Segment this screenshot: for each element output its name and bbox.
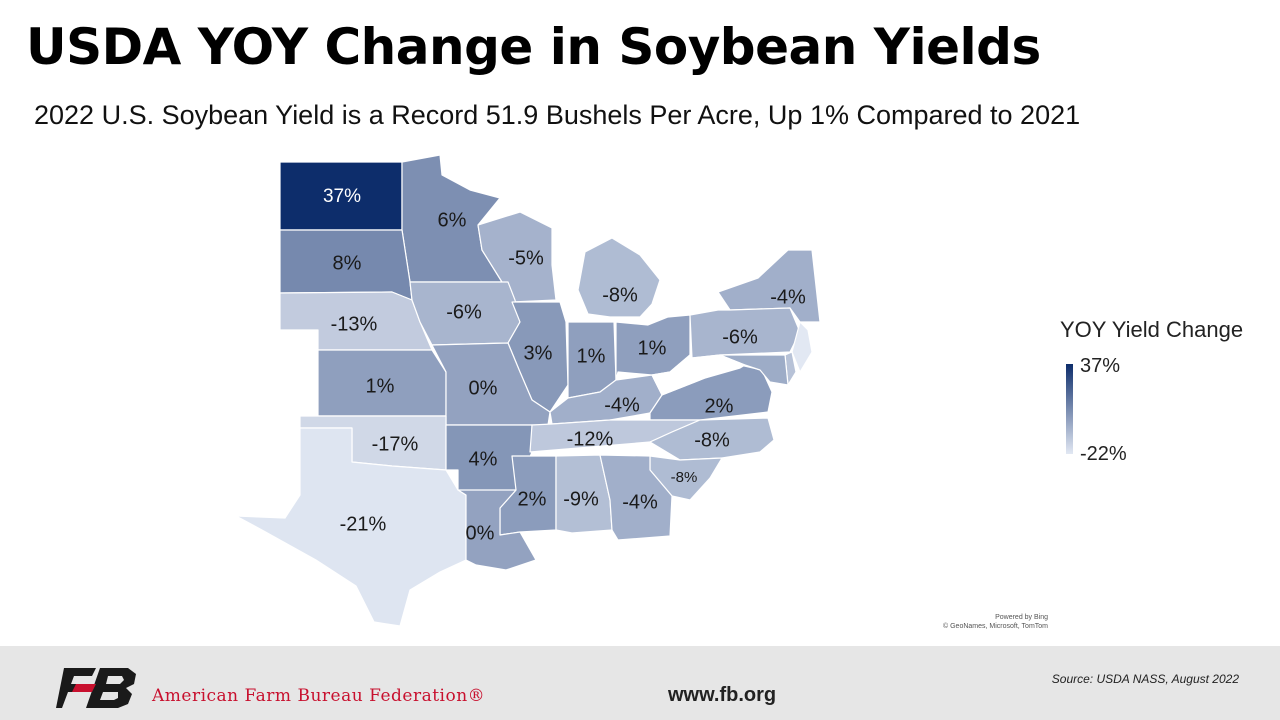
state-shape-texas [235,427,467,627]
state-label-nebraska: -13% [331,313,378,335]
organization-name: American Farm Bureau Federation® [152,686,486,706]
choropleth-map: 37% 6% 8% -5% -8% -4% -13% -6% 3% 1% 1% -6% 1% 0% -4% 2… [235,154,821,627]
state-shape-new-jersey [791,321,813,373]
attribution-line-1: Powered by Bing [995,614,1048,621]
state-label-pennsylvania: -6% [722,326,758,348]
state-shape-louisiana [457,489,537,571]
state-shape-west-virginia [651,354,746,396]
state-label-indiana: 1% [577,345,606,367]
state-label-oklahoma: -17% [372,433,419,455]
state-label-ohio: 1% [638,337,667,359]
legend-min-label: -22% [1080,443,1127,465]
map-attribution: Powered by Bing © GeoNames, Microsoft, T… [943,613,1048,631]
state-label-minnesota: 6% [438,209,467,231]
state-label-north-dakota: 37% [323,186,361,207]
state-label-louisiana: 0% [466,522,495,544]
state-label-arkansas: 4% [469,448,498,470]
fb-logo-icon [56,668,136,708]
page-subtitle: 2022 U.S. Soybean Yield is a Record 51.9… [34,100,1081,130]
state-shape-wisconsin [477,211,557,303]
attribution-line-2: © GeoNames, Microsoft, TomTom [943,623,1048,630]
state-label-north-carolina: -8% [694,429,730,451]
state-label-michigan: -8% [602,284,638,306]
state-label-virginia: 2% [705,395,734,417]
legend-title: YOY Yield Change [1060,317,1244,342]
state-label-illinois: 3% [524,342,553,364]
footer-bar: American Farm Bureau Federation® www.fb.… [0,646,1280,720]
state-label-new-york: -4% [770,286,806,308]
legend-max-label: 37% [1080,355,1121,377]
state-label-kansas: 1% [366,375,395,397]
source-note: Source: USDA NASS, August 2022 [1051,672,1239,686]
page-title: USDA YOY Change in Soybean Yields [26,18,1041,76]
state-label-tennessee: -12% [567,428,614,450]
state-label-wisconsin: -5% [508,247,544,269]
state-label-kentucky: -4% [604,394,640,416]
legend-gradient-bar [1066,364,1073,454]
lake-shape [651,295,701,318]
state-label-south-dakota: 8% [333,252,362,274]
lake-shape [559,254,581,317]
website-link[interactable]: www.fb.org [668,684,777,706]
state-label-mississippi: 2% [518,488,547,510]
state-label-iowa: -6% [446,301,482,323]
state-label-missouri: 0% [469,377,498,399]
state-label-texas: -21% [340,513,387,535]
state-label-georgia: -4% [622,491,658,513]
state-label-south-carolina: -8% [671,469,698,486]
state-shape-michigan [577,237,661,318]
state-shape-georgia [599,454,673,541]
state-label-alabama: -9% [563,488,599,510]
